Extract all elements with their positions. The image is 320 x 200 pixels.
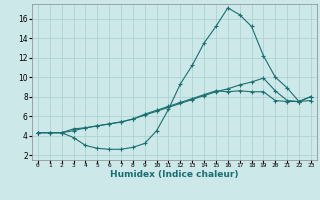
X-axis label: Humidex (Indice chaleur): Humidex (Indice chaleur) [110, 170, 239, 179]
